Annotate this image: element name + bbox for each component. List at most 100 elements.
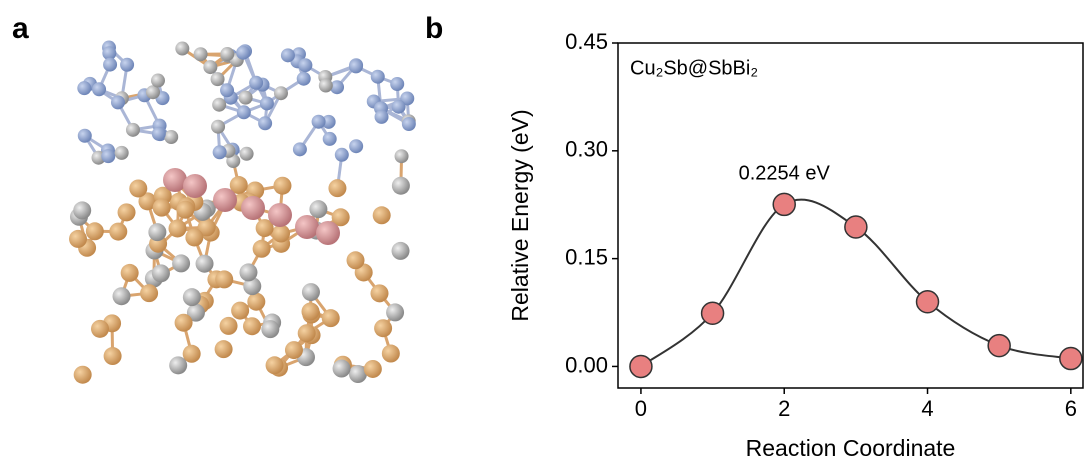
y-axis-label: Relative Energy (eV)	[507, 109, 533, 321]
atom	[382, 345, 400, 363]
atom	[328, 179, 346, 197]
point	[845, 216, 867, 238]
atom	[373, 206, 391, 224]
atom	[152, 127, 166, 141]
atom	[77, 81, 91, 95]
atom	[213, 188, 237, 212]
atom	[371, 70, 385, 84]
atom	[333, 360, 351, 378]
atom	[249, 76, 263, 90]
atom	[347, 251, 365, 269]
atom	[236, 46, 250, 60]
atom	[392, 100, 406, 114]
y-tick-label: 0.15	[565, 244, 608, 269]
atom	[213, 145, 227, 159]
atom	[203, 60, 217, 74]
atom	[316, 221, 340, 245]
atom	[258, 116, 272, 130]
atom	[395, 149, 409, 163]
atom	[281, 48, 295, 62]
atom	[309, 200, 327, 218]
atom	[176, 201, 194, 219]
atom	[172, 254, 190, 272]
atom	[220, 317, 238, 335]
atom	[103, 58, 117, 72]
atom	[92, 82, 106, 96]
atom	[113, 287, 131, 305]
point	[630, 355, 652, 377]
atom	[312, 115, 326, 129]
atom	[239, 91, 253, 105]
atom	[212, 98, 226, 112]
point	[1060, 348, 1082, 370]
atom	[183, 174, 207, 198]
atom	[298, 324, 316, 342]
atom	[260, 96, 274, 110]
atom	[390, 77, 404, 91]
atom	[115, 146, 129, 160]
atom	[215, 270, 233, 288]
y-tick-label: 0.45	[565, 29, 608, 54]
atom	[69, 230, 87, 248]
atom	[402, 117, 416, 131]
point	[702, 302, 724, 324]
point	[917, 291, 939, 313]
atom	[293, 142, 307, 156]
atom	[335, 148, 349, 162]
x-tick-label: 6	[1065, 396, 1077, 421]
atom	[241, 196, 265, 220]
atom	[268, 203, 292, 227]
atom	[86, 222, 104, 240]
atom	[215, 340, 233, 358]
chart-title: Cu₂Sb@SbBi₂	[630, 57, 758, 79]
atom	[240, 147, 254, 161]
atom	[74, 366, 92, 384]
y-tick-label: 0.30	[565, 137, 608, 162]
atom	[120, 58, 134, 72]
x-tick-label: 2	[778, 396, 790, 421]
atom	[375, 110, 389, 124]
atom	[152, 264, 170, 282]
atom	[297, 72, 311, 86]
atom	[237, 105, 251, 119]
atom	[185, 228, 203, 246]
panel-label: b	[425, 12, 443, 45]
atom	[261, 320, 279, 338]
atom	[175, 314, 193, 332]
atom	[349, 59, 363, 73]
figure: a b 0.000.150.300.450246Reaction Coordin…	[0, 0, 1085, 464]
atom	[231, 302, 249, 320]
atom	[91, 320, 109, 338]
x-axis-label: Reaction Coordinate	[746, 435, 956, 461]
atom	[73, 201, 91, 219]
atom	[126, 123, 140, 137]
atom	[371, 284, 389, 302]
atom	[140, 284, 158, 302]
atom	[253, 240, 271, 258]
atom	[285, 341, 303, 359]
atom	[211, 72, 225, 86]
atom	[111, 95, 125, 109]
atom	[319, 79, 333, 93]
atom	[169, 356, 187, 374]
atom	[295, 215, 319, 239]
atom	[211, 120, 225, 134]
atom	[239, 263, 257, 281]
atom	[266, 356, 284, 374]
x-tick-label: 0	[635, 396, 647, 421]
x-tick-label: 4	[921, 396, 933, 421]
atom	[302, 283, 320, 301]
atom	[194, 47, 208, 61]
atom	[78, 129, 92, 143]
atom	[349, 139, 363, 153]
atom	[243, 317, 261, 335]
atom	[109, 223, 127, 241]
atom	[273, 177, 291, 195]
atom	[392, 242, 410, 260]
atom	[121, 264, 139, 282]
y-tick-label: 0.00	[565, 352, 608, 377]
point	[988, 335, 1010, 357]
atomic-structure	[69, 41, 416, 384]
atom	[322, 309, 340, 327]
atom	[392, 177, 410, 195]
